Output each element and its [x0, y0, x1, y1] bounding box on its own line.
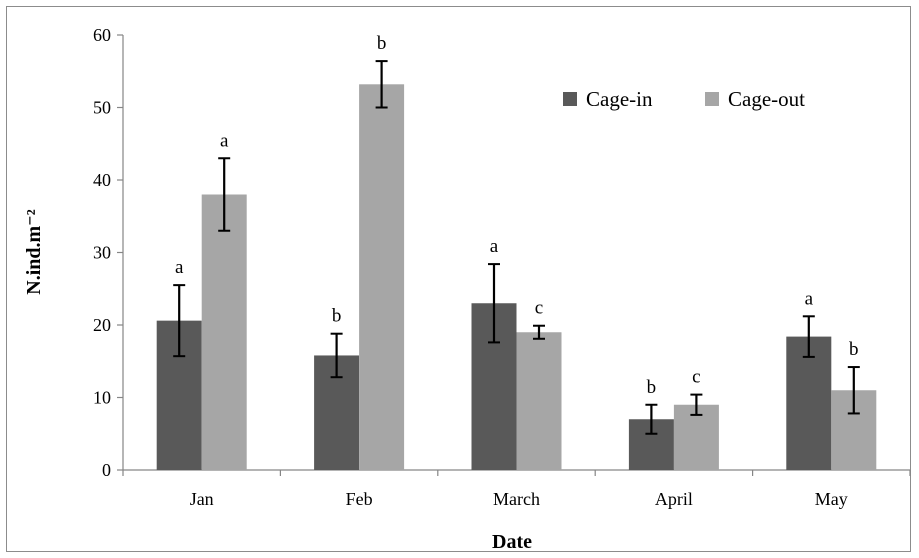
significance-letter: c — [692, 367, 700, 388]
significance-letter: a — [220, 130, 229, 151]
y-tick-label: 60 — [93, 25, 111, 45]
legend-label: Cage-in — [586, 87, 653, 111]
significance-letter: b — [377, 33, 387, 54]
error-bars — [173, 60, 860, 435]
y-tick-label: 0 — [102, 460, 111, 480]
y-tick-label: 30 — [93, 243, 111, 263]
significance-letter: a — [490, 236, 499, 257]
bar — [201, 194, 247, 470]
legend-swatch — [563, 92, 577, 106]
significance-letter: b — [849, 339, 859, 360]
x-axis-categories: Jan Feb March April May — [190, 489, 848, 509]
significance-letter: b — [647, 377, 657, 398]
significance-letter: c — [535, 298, 543, 319]
bars — [156, 84, 877, 471]
x-tick-label: May — [815, 489, 848, 509]
significance-letter: b — [332, 306, 342, 327]
x-tick-label: Jan — [190, 489, 214, 509]
x-tick-label: March — [493, 489, 540, 509]
bar — [516, 332, 562, 470]
significance-letters: a a b b a c b c a b — [175, 33, 859, 398]
legend-label: Cage-out — [728, 87, 805, 111]
y-axis-ticks: 0 10 20 30 40 50 60 — [93, 25, 123, 480]
y-tick-label: 40 — [93, 170, 111, 190]
legend-swatch — [705, 92, 719, 106]
y-tick-label: 20 — [93, 315, 111, 335]
bar — [359, 84, 405, 471]
x-tick-label: Feb — [346, 489, 373, 509]
y-axis-title: N.ind.m⁻² — [23, 209, 45, 294]
y-tick-label: 50 — [93, 98, 111, 118]
significance-letter: a — [805, 288, 814, 309]
bar — [786, 336, 832, 470]
x-tick-label: April — [655, 489, 693, 509]
x-axis-title: Date — [492, 531, 532, 553]
significance-letter: a — [175, 257, 184, 278]
legend: Cage-in Cage-out — [563, 87, 805, 111]
y-tick-label: 10 — [93, 388, 111, 408]
chart-frame — [6, 6, 911, 552]
